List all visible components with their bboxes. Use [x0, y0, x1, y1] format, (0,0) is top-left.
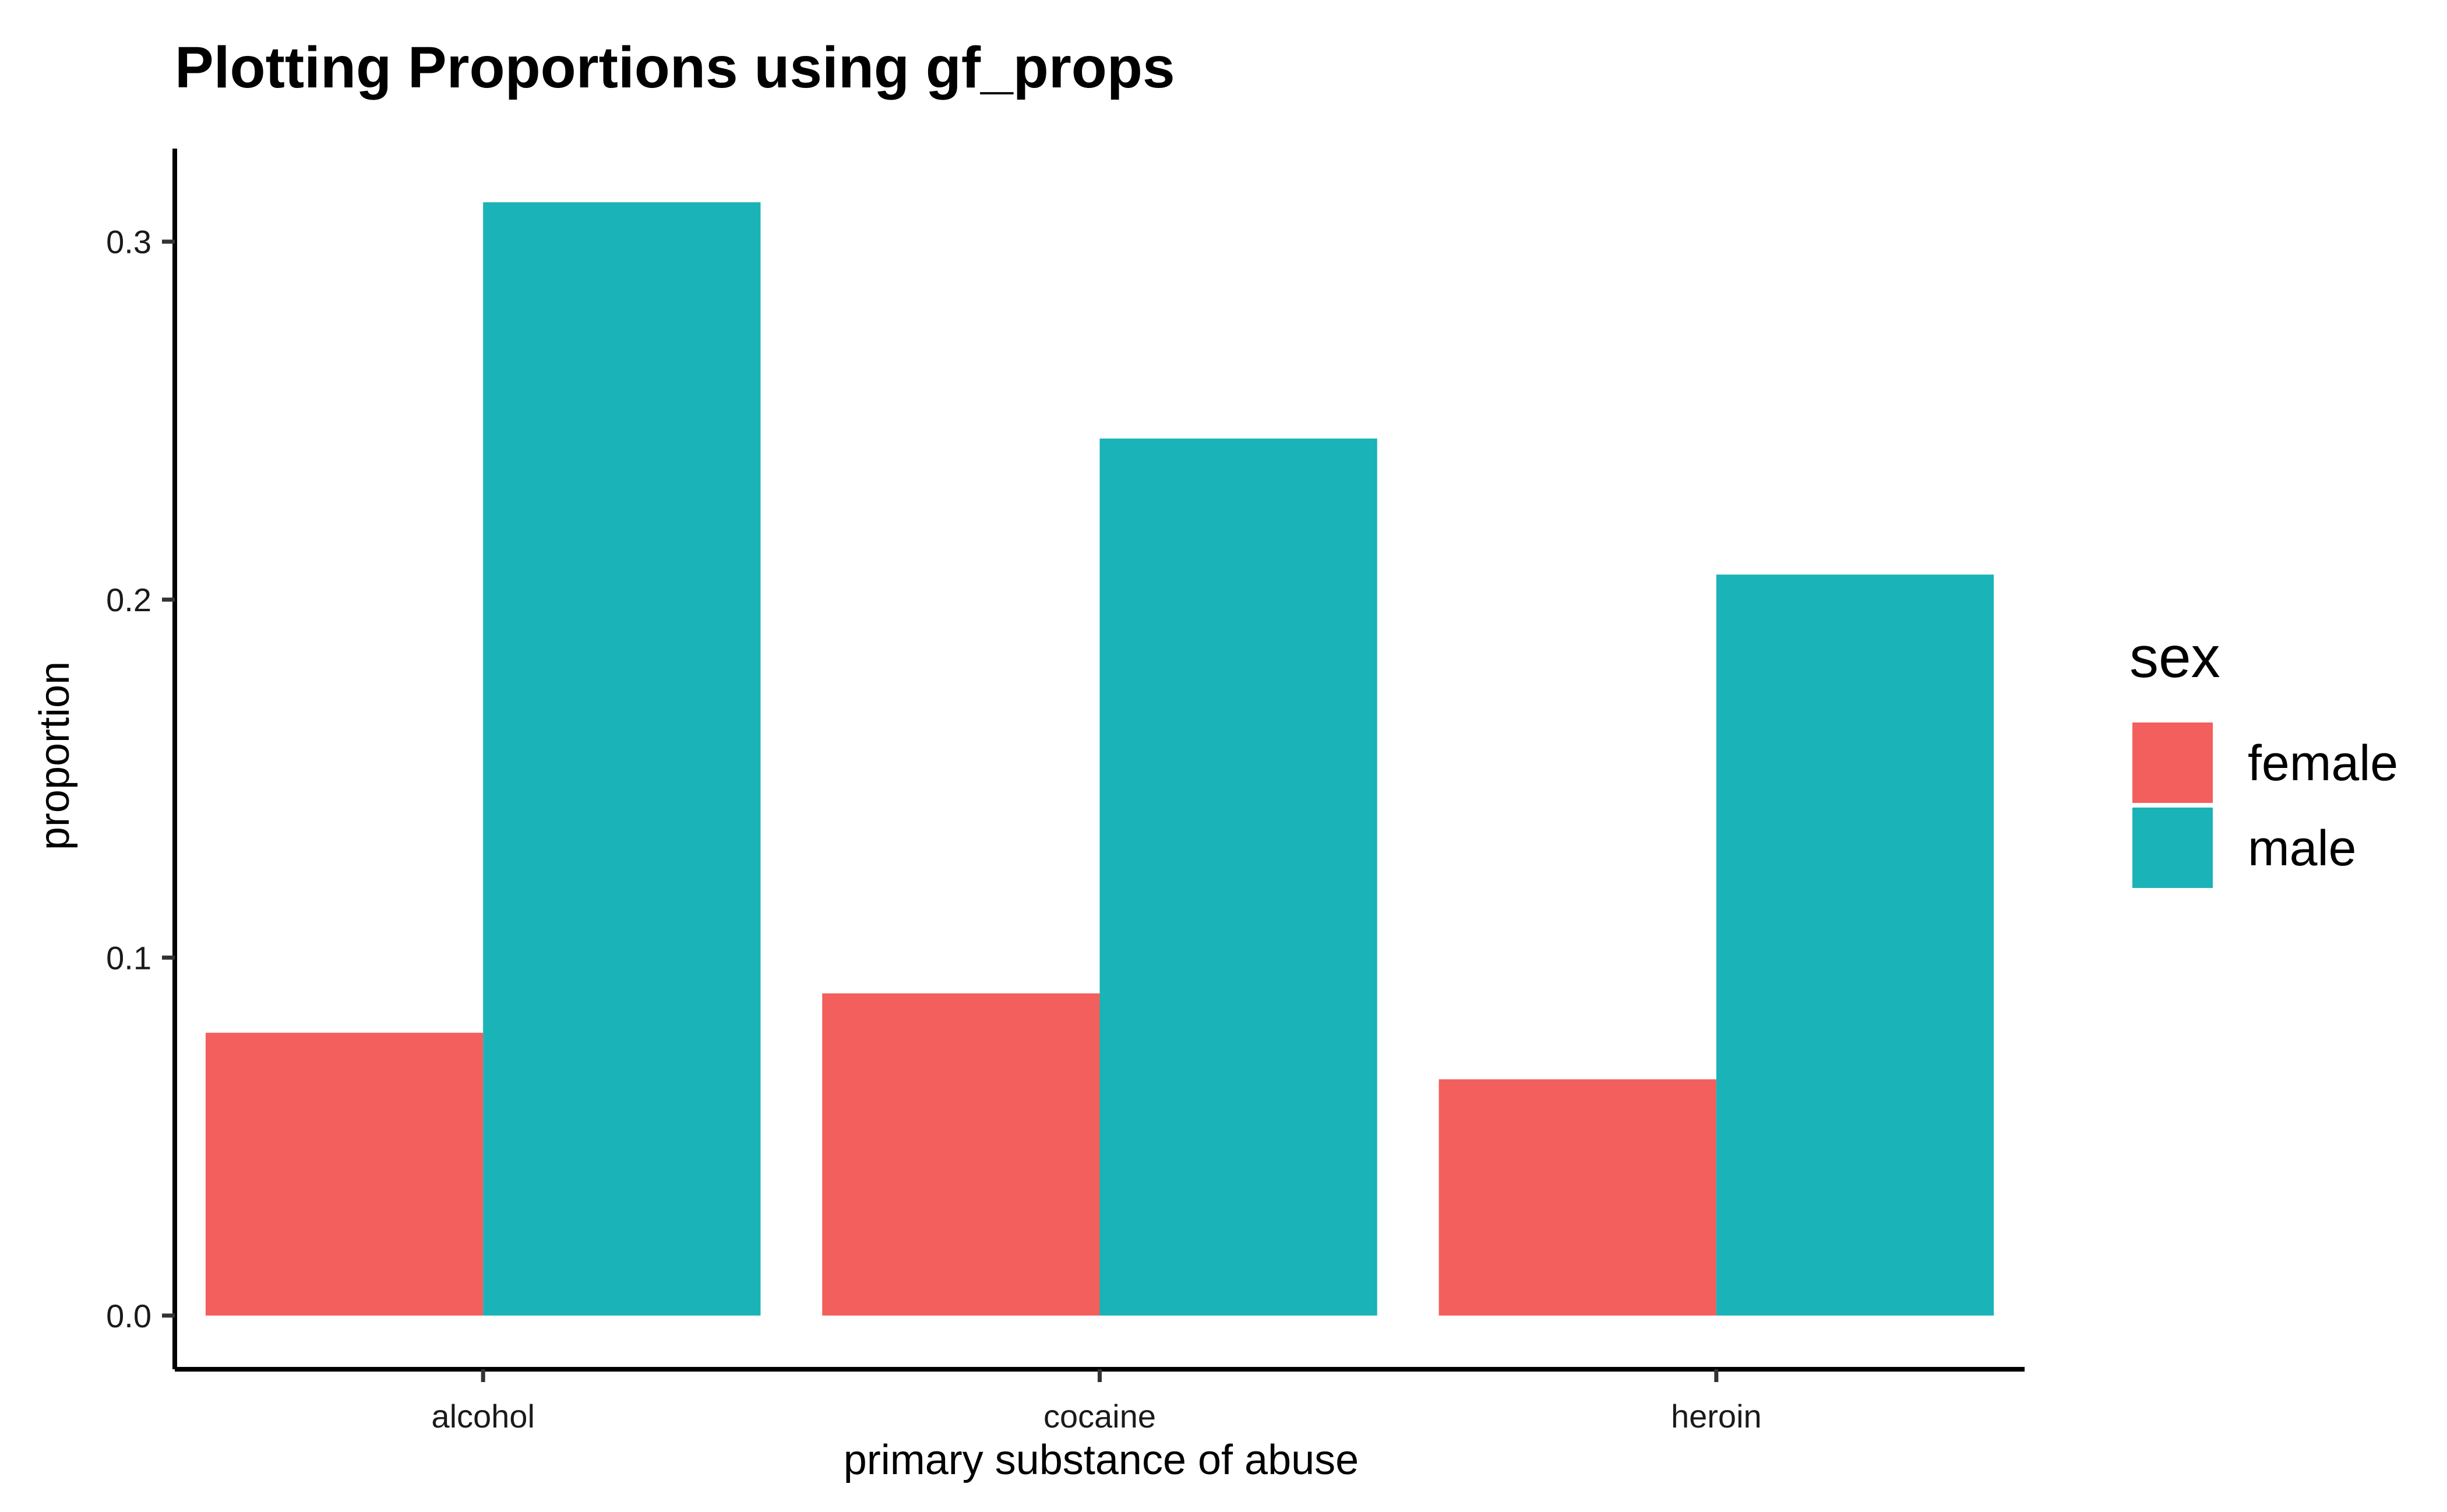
bar-female-cocaine: [822, 993, 1100, 1316]
x-tick-label: heroin: [1671, 1398, 1762, 1435]
x-tick-label: alcohol: [431, 1398, 534, 1435]
y-tick-label: 0.2: [106, 581, 151, 618]
bar-female-alcohol: [205, 1032, 484, 1316]
y-tick-label: 0.3: [106, 224, 151, 260]
x-axis: alcohol cocaine heroin: [175, 1367, 2025, 1435]
x-axis-title: primary substance of abuse: [844, 1437, 1359, 1483]
y-tick-label: 0.1: [106, 939, 151, 976]
y-axis-title: proportion: [31, 661, 78, 850]
bar-female-heroin: [1438, 1079, 1716, 1316]
bar-male-alcohol: [483, 202, 761, 1316]
legend-key-female: [2132, 722, 2213, 803]
legend-label-female: female: [2248, 735, 2398, 791]
bar-male-heroin: [1716, 575, 1994, 1316]
legend: sex female male: [2129, 625, 2398, 888]
y-tick-label: 0.0: [106, 1298, 151, 1334]
y-axis: 0.0 0.1 0.2 0.3: [106, 149, 177, 1369]
bar-male-cocaine: [1099, 438, 1377, 1316]
bars-layer: [205, 202, 1994, 1316]
legend-label-male: male: [2248, 820, 2356, 876]
chart-title: Plotting Proportions using gf_props: [175, 35, 1175, 100]
x-tick-label: cocaine: [1043, 1398, 1156, 1435]
legend-title: sex: [2129, 625, 2220, 690]
legend-key-male: [2132, 808, 2213, 888]
